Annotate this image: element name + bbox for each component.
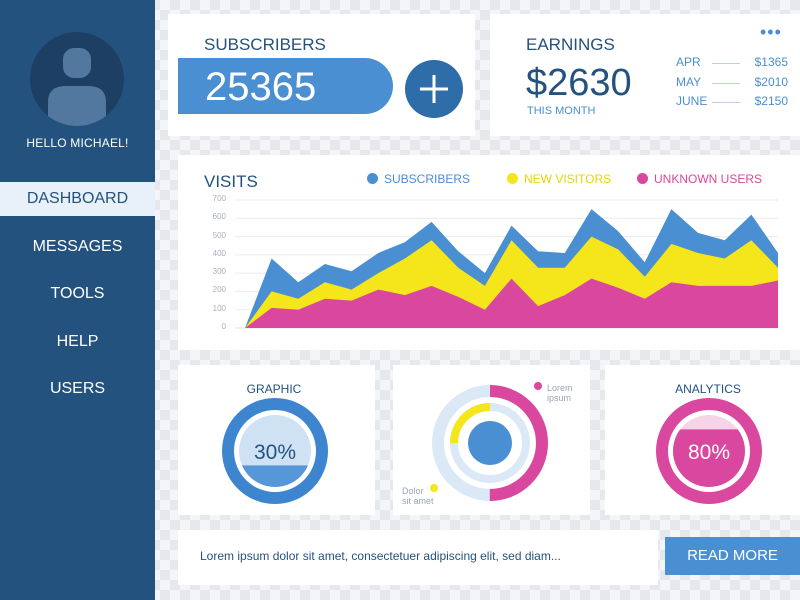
analytics-gauge: 80%	[656, 398, 762, 504]
legend-swatch	[637, 173, 648, 184]
earnings-value: $1365	[754, 55, 788, 69]
y-tick-label: 700	[212, 194, 226, 203]
nav-item-messages[interactable]: MESSAGES	[32, 238, 123, 255]
earnings-title: EARNINGS	[526, 35, 615, 54]
add-subscriber-button[interactable]	[405, 60, 463, 118]
donut-marker-pink	[534, 382, 542, 390]
donut-label-top: Lorem ipsum	[547, 383, 573, 403]
y-tick-label: 300	[212, 267, 226, 277]
divider	[712, 83, 740, 84]
earnings-month: APR	[676, 55, 701, 69]
plus-icon	[420, 75, 448, 103]
footer-card	[178, 530, 658, 585]
avatar[interactable]	[30, 32, 124, 126]
legend-unknown-users: UNKNOWN USERS	[637, 172, 762, 186]
donut-center	[468, 421, 512, 465]
legend-new-visitors: NEW VISITORS	[507, 172, 611, 186]
divider	[712, 102, 740, 103]
nav-item-tools[interactable]: TOOLS	[50, 285, 105, 302]
subscribers-title: SUBSCRIBERS	[204, 35, 326, 54]
divider	[712, 63, 740, 64]
earnings-month: MAY	[676, 75, 702, 89]
earnings-card	[490, 14, 800, 136]
more-dots-icon[interactable]: •••	[760, 22, 782, 42]
analytics-title: ANALYTICS	[675, 382, 741, 396]
donut-chart	[432, 385, 548, 501]
read-more-button[interactable]: READ MORE	[665, 537, 800, 575]
footer-text: Lorem ipsum dolor sit amet, consectetuer…	[200, 549, 561, 563]
donut-marker-yellow	[430, 484, 438, 492]
sidebar: HELLO MICHAEL! DASHBOARD MESSAGES TOOLS …	[0, 0, 155, 600]
nav-item-dashboard[interactable]: DASHBOARD	[0, 182, 155, 216]
series-area-unknown-users	[245, 278, 778, 328]
nav-item-users[interactable]: USERS	[49, 380, 106, 397]
y-tick-label: 200	[212, 285, 226, 295]
subscribers-bar	[178, 58, 393, 114]
earnings-month: JUNE	[676, 94, 708, 108]
legend-swatch	[367, 173, 378, 184]
graphic-fill	[239, 465, 311, 487]
y-tick-label: 100	[212, 303, 226, 313]
y-tick-label: 600	[212, 212, 226, 222]
y-tick-label: 400	[212, 248, 226, 258]
analytics-percent: 80%	[688, 441, 730, 464]
graphic-gauge: 30%	[222, 398, 328, 504]
donut-outer-arc	[432, 385, 548, 501]
legend-label: UNKNOWN USERS	[654, 172, 763, 186]
legend-subscribers: SUBSCRIBERS	[367, 172, 470, 186]
legend-label: SUBSCRIBERS	[384, 172, 471, 186]
analytics-fill	[673, 429, 745, 487]
earnings-subtitle: THIS MONTH	[527, 105, 596, 117]
donut-label-bottom: Dolor sit amet	[402, 486, 434, 506]
earnings-value: $2010	[754, 75, 788, 89]
nav-item-help[interactable]: HELP	[56, 333, 99, 350]
y-tick-label: 0	[221, 322, 226, 331]
y-tick-label: 500	[212, 230, 226, 240]
graphic-percent: 30%	[254, 441, 296, 464]
graphic-title: GRAPHIC	[246, 382, 302, 396]
earnings-value: $2150	[754, 94, 788, 108]
legend-swatch	[507, 173, 518, 184]
legend-label: NEW VISITORS	[524, 172, 612, 186]
greeting-text: HELLO MICHAEL!	[26, 136, 129, 150]
donut-inner-arc	[450, 403, 530, 483]
user-icon	[48, 48, 106, 126]
visits-title: VISITS	[204, 172, 258, 191]
earnings-amount: $2630	[526, 62, 632, 104]
subscribers-count: 25365	[205, 65, 317, 109]
